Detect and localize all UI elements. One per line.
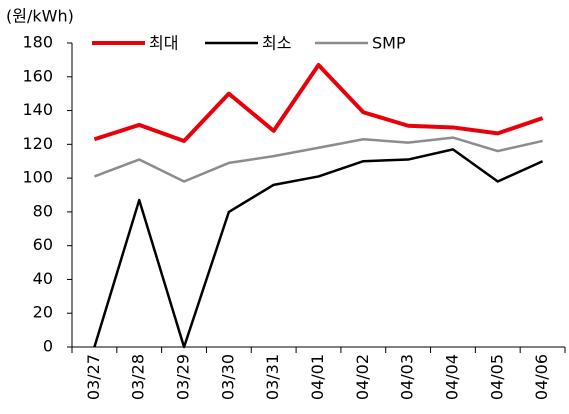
y-tick-label: 80 <box>33 201 53 220</box>
x-tick-label: 04/02 <box>353 354 372 400</box>
x-tick-label: 04/04 <box>442 354 461 400</box>
x-tick-label: 03/30 <box>218 354 237 400</box>
y-tick-label: 160 <box>22 66 53 85</box>
series-line <box>93 148 544 349</box>
legend-label: SMP <box>372 34 406 53</box>
y-axis-label: (원/kWh) <box>6 7 74 26</box>
x-tick-label: 03/31 <box>263 354 282 400</box>
y-tick-label: 40 <box>33 269 53 288</box>
x-tick-label: 04/01 <box>308 354 327 400</box>
x-tick-label: 03/28 <box>129 354 148 400</box>
x-tick-label: 03/29 <box>174 354 193 400</box>
y-tick-label: 60 <box>33 235 53 254</box>
x-tick-label: 04/05 <box>487 354 506 400</box>
legend-label: 최소 <box>262 34 291 53</box>
y-tick-label: 120 <box>22 134 53 153</box>
y-tick-label: 100 <box>22 168 53 187</box>
x-tick-label: 03/27 <box>84 354 103 400</box>
y-tick-label: 180 <box>22 33 53 52</box>
y-tick-label: 0 <box>43 337 53 356</box>
series-line <box>93 136 543 183</box>
x-tick-label: 04/03 <box>398 354 417 400</box>
series-line <box>93 62 544 143</box>
x-tick-label: 04/06 <box>532 354 551 400</box>
legend-label: 최대 <box>149 34 178 53</box>
y-tick-label: 20 <box>33 303 53 322</box>
y-tick-label: 140 <box>22 100 53 119</box>
